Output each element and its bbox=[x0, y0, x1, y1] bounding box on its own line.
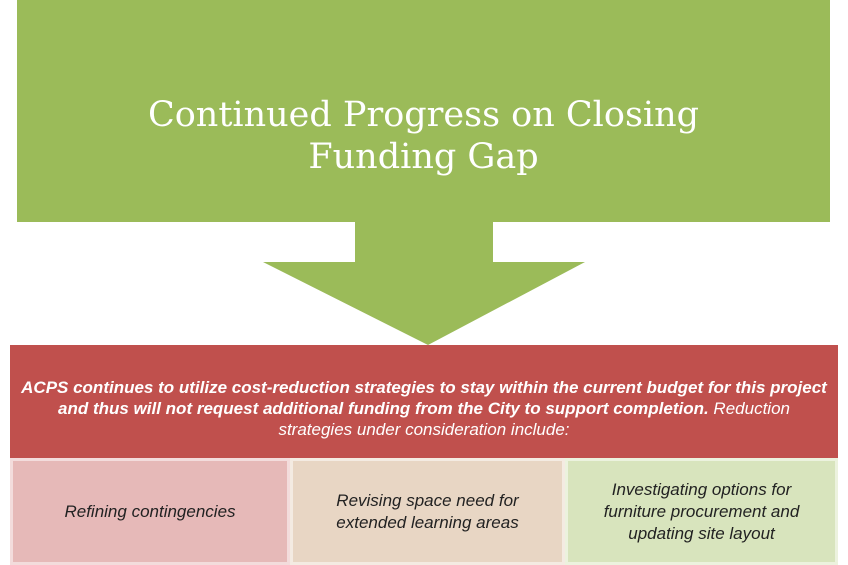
strategy-box: Investigating options for furniture proc… bbox=[565, 458, 838, 565]
strategy: Investigating options for furniture proc… bbox=[603, 479, 800, 543]
down-arrow bbox=[263, 222, 585, 345]
strategy: Revising space need for extended learnin… bbox=[336, 490, 519, 532]
summary-box: ACPS continues to utilize cost-reduction… bbox=[10, 345, 838, 458]
summary-rest: Reduction strategies under consideration… bbox=[278, 399, 790, 439]
summary-bold: ACPS continues to utilize cost-reduction… bbox=[21, 378, 827, 418]
title-box: Continued Progress on Closing Funding Ga… bbox=[17, 0, 830, 222]
summary: ACPS continues to utilize cost-reduction… bbox=[20, 377, 828, 440]
strategy: Refining contingencies bbox=[64, 501, 236, 521]
strategy-box: Refining contingencies bbox=[10, 458, 290, 565]
title: Continued Progress on Closing Funding Ga… bbox=[147, 95, 700, 177]
strategy-box: Revising space need for extended learnin… bbox=[290, 458, 565, 565]
